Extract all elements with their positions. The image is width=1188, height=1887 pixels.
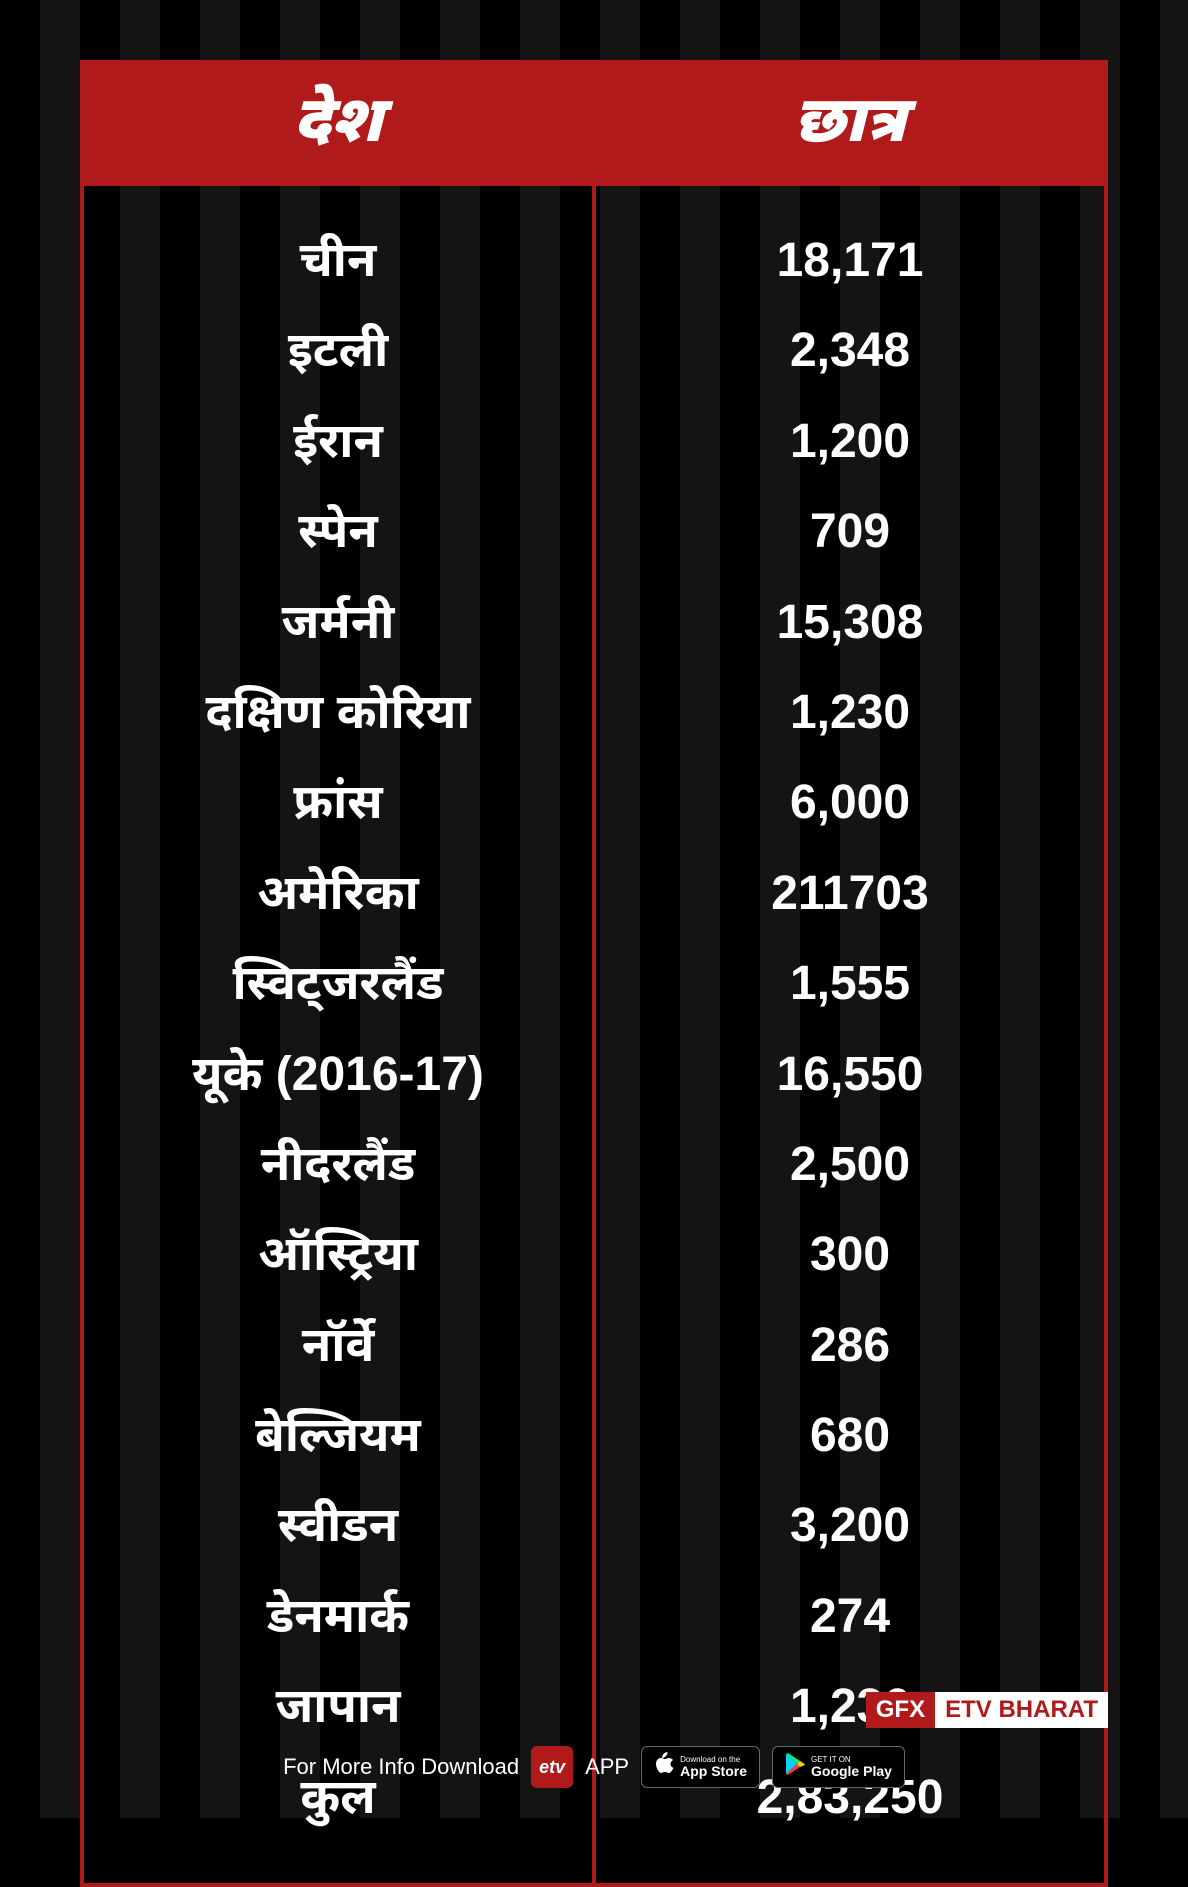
students-cell: 274 xyxy=(596,1572,1104,1662)
country-cell: बेल्जियम xyxy=(84,1391,592,1481)
country-column: चीनइटलीईरानस्पेनजर्मनीदक्षिण कोरियाफ्रां… xyxy=(84,186,596,1883)
brand-badge: GFX ETV BHARAT xyxy=(866,1692,1108,1728)
app-store-badge[interactable]: Download on the App Store xyxy=(641,1746,760,1788)
country-cell: फ्रांस xyxy=(84,758,592,848)
data-table: देश छात्र चीनइटलीईरानस्पेनजर्मनीदक्षिण क… xyxy=(80,60,1108,1887)
table-body: चीनइटलीईरानस्पेनजर्मनीदक्षिण कोरियाफ्रां… xyxy=(84,186,1104,1883)
header-country: देश xyxy=(84,64,596,186)
etv-app-icon: etv xyxy=(531,1746,573,1788)
google-play-badge[interactable]: GET IT ON Google Play xyxy=(772,1746,905,1788)
google-play-large: Google Play xyxy=(811,1764,892,1778)
students-cell: 18,171 xyxy=(596,216,1104,306)
students-cell: 3,200 xyxy=(596,1481,1104,1571)
app-store-text: Download on the App Store xyxy=(680,1756,747,1778)
students-cell: 2,348 xyxy=(596,306,1104,396)
app-label: APP xyxy=(585,1754,629,1780)
apple-icon xyxy=(654,1752,674,1783)
students-cell: 286 xyxy=(596,1301,1104,1391)
country-cell: ईरान xyxy=(84,397,592,487)
country-cell: नॉर्वे xyxy=(84,1301,592,1391)
country-cell: जापान xyxy=(84,1662,592,1752)
gfx-label: GFX xyxy=(866,1692,935,1728)
students-cell: 211703 xyxy=(596,849,1104,939)
google-play-icon xyxy=(785,1753,805,1782)
download-info-text: For More Info Download xyxy=(283,1754,519,1780)
table-header-row: देश छात्र xyxy=(84,64,1104,186)
header-students: छात्र xyxy=(596,64,1104,186)
content-wrapper: देश छात्र चीनइटलीईरानस्पेनजर्मनीदक्षिण क… xyxy=(0,0,1188,1818)
students-cell: 709 xyxy=(596,487,1104,577)
country-cell: चीन xyxy=(84,216,592,306)
country-cell: स्वीडन xyxy=(84,1481,592,1571)
country-cell: स्पेन xyxy=(84,487,592,577)
students-cell: 6,000 xyxy=(596,758,1104,848)
students-column: 18,1712,3481,20070915,3081,2306,00021170… xyxy=(596,186,1104,1883)
students-cell: 1,230 xyxy=(596,668,1104,758)
country-cell: दक्षिण कोरिया xyxy=(84,668,592,758)
students-cell: 1,200 xyxy=(596,397,1104,487)
students-cell: 2,500 xyxy=(596,1120,1104,1210)
students-cell: 16,550 xyxy=(596,1030,1104,1120)
app-store-large: App Store xyxy=(680,1764,747,1778)
footer-bar: For More Info Download etv APP Download … xyxy=(0,1746,1188,1788)
country-cell: जर्मनी xyxy=(84,578,592,668)
google-play-text: GET IT ON Google Play xyxy=(811,1756,892,1778)
country-cell: अमेरिका xyxy=(84,849,592,939)
country-cell: स्विट्जरलैंड xyxy=(84,939,592,1029)
country-cell: डेनमार्क xyxy=(84,1572,592,1662)
country-cell: नीदरलैंड xyxy=(84,1120,592,1210)
country-cell: यूके (2016-17) xyxy=(84,1030,592,1120)
brand-name: ETV BHARAT xyxy=(935,1692,1108,1728)
students-cell: 680 xyxy=(596,1391,1104,1481)
country-cell: इटली xyxy=(84,306,592,396)
students-cell: 15,308 xyxy=(596,578,1104,668)
students-cell: 300 xyxy=(596,1210,1104,1300)
students-cell: 1,555 xyxy=(596,939,1104,1029)
country-cell: ऑस्ट्रिया xyxy=(84,1210,592,1300)
